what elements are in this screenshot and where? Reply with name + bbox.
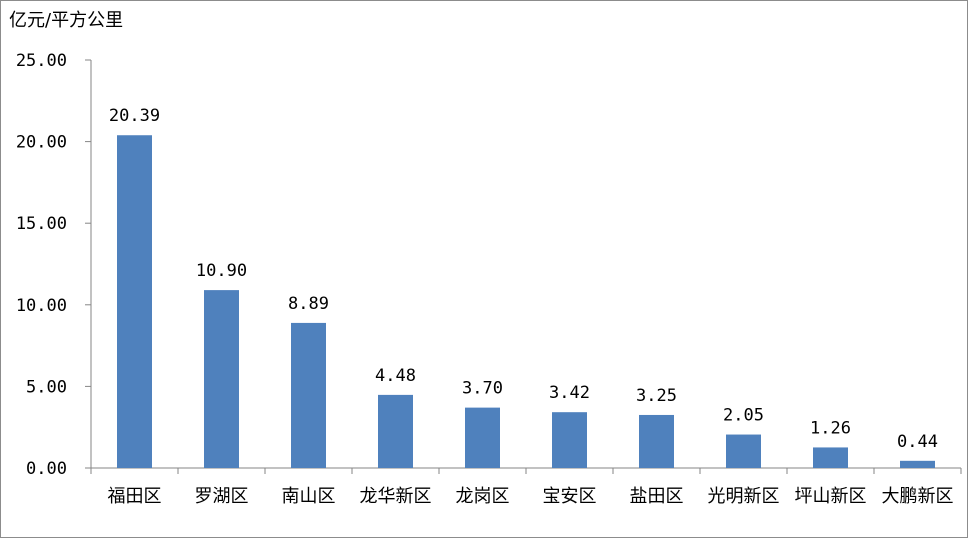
data-label: 3.42 [549, 383, 590, 403]
x-category-label: 宝安区 [543, 486, 597, 507]
x-category-label: 福田区 [108, 486, 162, 507]
y-tick-label: 10.00 [16, 296, 67, 316]
y-tick-label: 5.00 [26, 377, 67, 397]
x-category-label: 坪山新区 [795, 486, 867, 507]
x-category-label: 南山区 [282, 486, 336, 507]
bar [291, 322, 326, 468]
x-category-label: 盐田区 [630, 486, 684, 507]
bar [639, 414, 674, 468]
bar [813, 447, 848, 468]
bar [378, 394, 413, 468]
bar [726, 434, 761, 468]
data-label: 1.26 [810, 418, 851, 438]
y-tick-label: 25.00 [16, 51, 67, 71]
data-label: 20.39 [109, 106, 160, 126]
data-label: 0.44 [897, 432, 938, 452]
data-label: 8.89 [288, 294, 329, 314]
data-label: 3.70 [462, 379, 503, 399]
data-label: 4.48 [375, 366, 416, 386]
data-label: 10.90 [196, 261, 247, 281]
x-category-label: 龙岗区 [456, 486, 510, 507]
bar [204, 290, 239, 468]
bar [900, 460, 935, 468]
bar [117, 135, 152, 468]
y-tick-label: 0.00 [26, 459, 67, 479]
y-axis-unit-label: 亿元/平方公里 [9, 10, 124, 31]
y-tick-label: 15.00 [16, 214, 67, 234]
x-category-label: 龙华新区 [360, 486, 432, 507]
x-category-label: 罗湖区 [195, 486, 249, 507]
bar [552, 412, 587, 468]
bar [465, 407, 500, 468]
data-label: 2.05 [723, 406, 764, 426]
x-category-label: 光明新区 [708, 486, 780, 507]
x-category-label: 大鹏新区 [882, 486, 954, 507]
data-label: 3.25 [636, 386, 677, 406]
y-tick-label: 20.00 [16, 133, 67, 153]
